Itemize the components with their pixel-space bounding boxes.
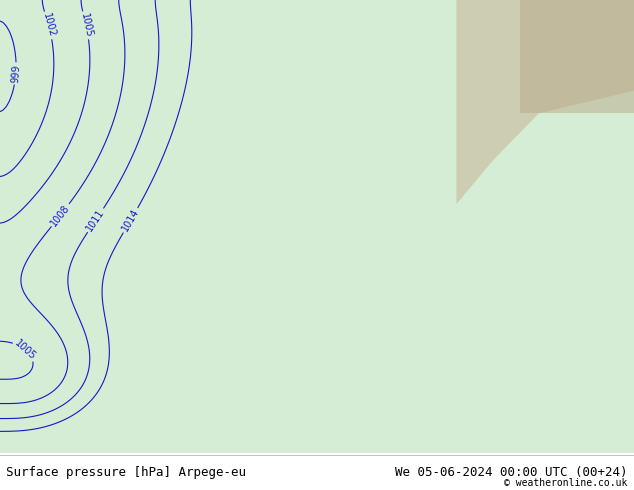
Text: We 05-06-2024 00:00 UTC (00+24): We 05-06-2024 00:00 UTC (00+24) bbox=[395, 466, 628, 479]
Text: 1014: 1014 bbox=[120, 207, 141, 233]
Text: 1008: 1008 bbox=[49, 202, 72, 228]
Text: 1005: 1005 bbox=[13, 338, 38, 362]
Text: 1002: 1002 bbox=[41, 12, 56, 39]
Text: © weatheronline.co.uk: © weatheronline.co.uk bbox=[504, 478, 628, 488]
Text: 1011: 1011 bbox=[85, 207, 107, 233]
Text: 1005: 1005 bbox=[79, 12, 93, 38]
Text: 999: 999 bbox=[10, 64, 22, 83]
Polygon shape bbox=[520, 0, 634, 113]
Polygon shape bbox=[456, 0, 634, 204]
Text: Surface pressure [hPa] Arpege-eu: Surface pressure [hPa] Arpege-eu bbox=[6, 466, 247, 479]
